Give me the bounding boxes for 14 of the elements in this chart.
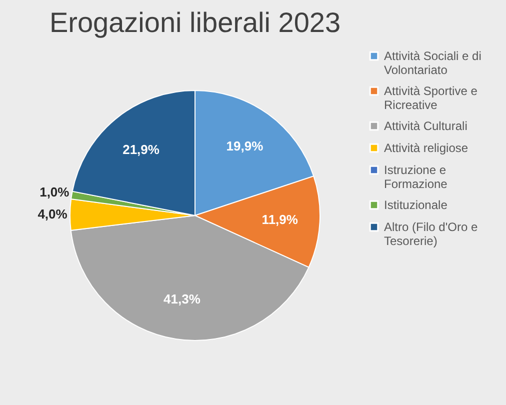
chart-title: Erogazioni liberali 2023 [49,7,341,38]
legend-label: Istruzione e Formazione [384,163,448,191]
data-label: 41,3% [164,291,201,306]
legend-label: Attività Culturali [384,119,468,133]
data-label: 19,9% [226,138,264,154]
data-label: 1,0% [40,184,70,200]
legend-label: Istituzionale [384,198,448,212]
legend-label: Attività Sportive e Ricreative [384,84,478,112]
legend-label: Altro (Filo d'Oro e Tesorerie) [384,220,478,248]
legend-label: Attività religiose [384,141,468,155]
data-label: 11,9% [262,212,298,228]
legend-label: Attività Sociali e di Volontariato [384,49,482,77]
data-label: 4,0% [38,206,68,222]
data-label: 21,9% [122,142,160,157]
